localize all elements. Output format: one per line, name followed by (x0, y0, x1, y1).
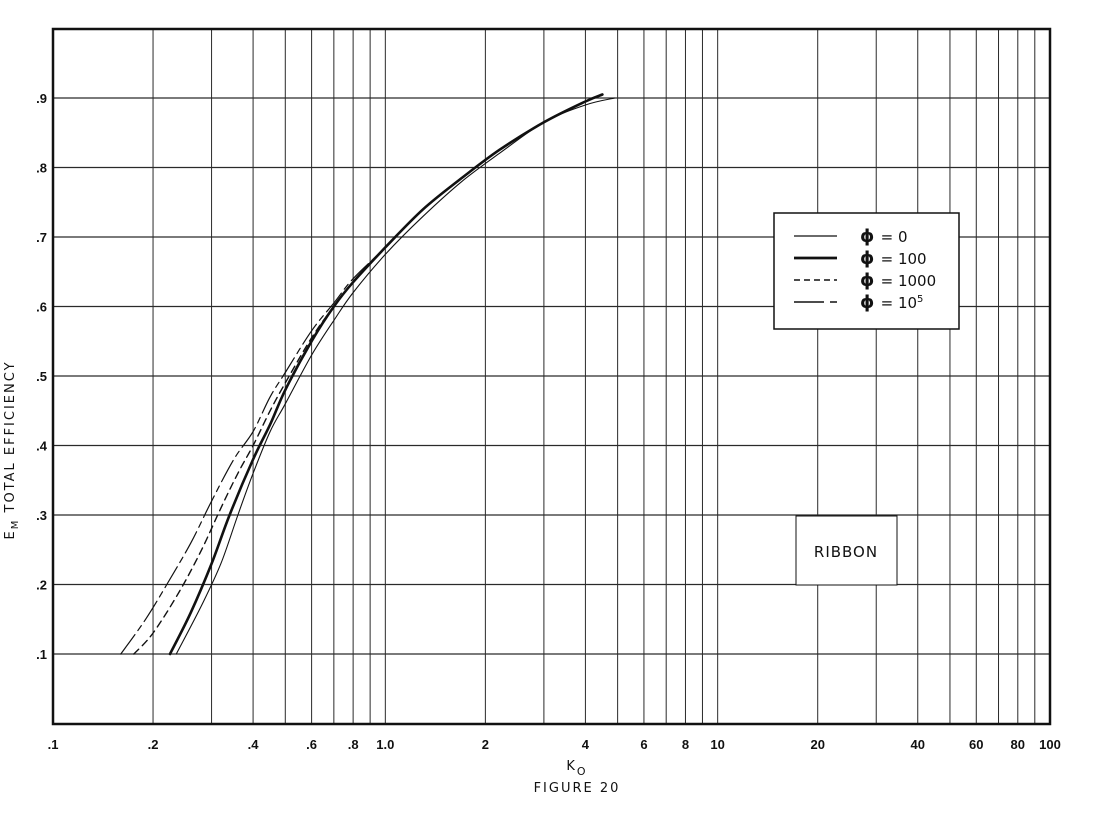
svg-text:EM TOTAL EFFICIENCY: EM TOTAL EFFICIENCY (3, 360, 21, 539)
y-axis-title-main: E (3, 529, 18, 539)
x-tick-label: 10 (710, 737, 724, 752)
figure-caption: FIGURE 20 (534, 781, 621, 796)
x-tick-label: 1.0 (376, 737, 394, 752)
y-tick-label: .4 (36, 439, 48, 454)
y-axis-title: EM TOTAL EFFICIENCY (3, 360, 21, 539)
y-tick-label: .3 (36, 508, 47, 523)
series-line-3 (120, 93, 603, 655)
y-tick-label: .9 (36, 91, 47, 106)
y-tick-label: .5 (36, 369, 47, 384)
x-axis-title: KO (566, 759, 587, 778)
y-tick-label: .1 (36, 647, 47, 662)
x-axis-title-subscript: O (577, 765, 588, 778)
legend-label-1: ϕ = 100 (860, 248, 927, 269)
x-tick-label: .1 (48, 737, 59, 752)
x-tick-label: .6 (306, 737, 317, 752)
ribbon-annotation: RIBBON (795, 515, 898, 586)
x-tick-label: 60 (969, 737, 983, 752)
series-line-0 (175, 97, 616, 655)
series-line-2 (133, 93, 604, 655)
y-gridlines (53, 97, 1050, 655)
y-tick-label: .2 (36, 578, 47, 593)
y-tick-label: .7 (36, 230, 47, 245)
x-tick-label: .2 (148, 737, 159, 752)
y-tick-label: .8 (36, 161, 47, 176)
ribbon-box (795, 515, 898, 586)
y-tick-labels: .1 .2 .3 .4 .5 .6 .7 .8 .9 (36, 91, 48, 662)
y-axis-title-text: TOTAL EFFICIENCY (3, 360, 18, 513)
x-tick-label: 2 (482, 737, 489, 752)
legend-label-3: ϕ = 105 (860, 292, 923, 313)
ribbon-label: RIBBON (814, 543, 878, 561)
x-tick-labels: .1 .2 .4 .6 .8 1.0 2 4 6 8 10 20 40 60 80 100 (48, 737, 1061, 752)
x-tick-label: 100 (1039, 737, 1061, 752)
legend-label-2: ϕ = 1000 (860, 270, 936, 291)
x-axis-title-main: K (566, 759, 577, 774)
data-series (120, 93, 616, 656)
legend-label-0: ϕ = 0 (860, 226, 908, 247)
x-tick-label: 20 (810, 737, 824, 752)
y-axis-title-subscript: M (10, 519, 21, 530)
plot-frame (51, 27, 1052, 726)
series-line-1 (168, 93, 604, 656)
x-tick-label: 4 (582, 737, 590, 752)
svg-text:KO: KO (566, 759, 587, 778)
x-tick-label: 40 (911, 737, 925, 752)
x-tick-label: 6 (640, 737, 647, 752)
x-tick-label: .8 (348, 737, 359, 752)
x-tick-label: .4 (248, 737, 260, 752)
x-tick-label: 8 (682, 737, 689, 752)
y-tick-label: .6 (36, 300, 47, 315)
legend-box (773, 212, 960, 330)
x-tick-label: 80 (1011, 737, 1025, 752)
